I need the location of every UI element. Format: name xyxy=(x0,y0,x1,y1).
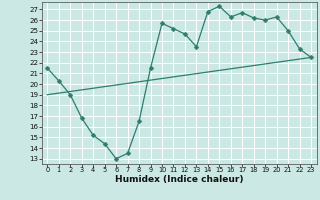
X-axis label: Humidex (Indice chaleur): Humidex (Indice chaleur) xyxy=(115,175,244,184)
